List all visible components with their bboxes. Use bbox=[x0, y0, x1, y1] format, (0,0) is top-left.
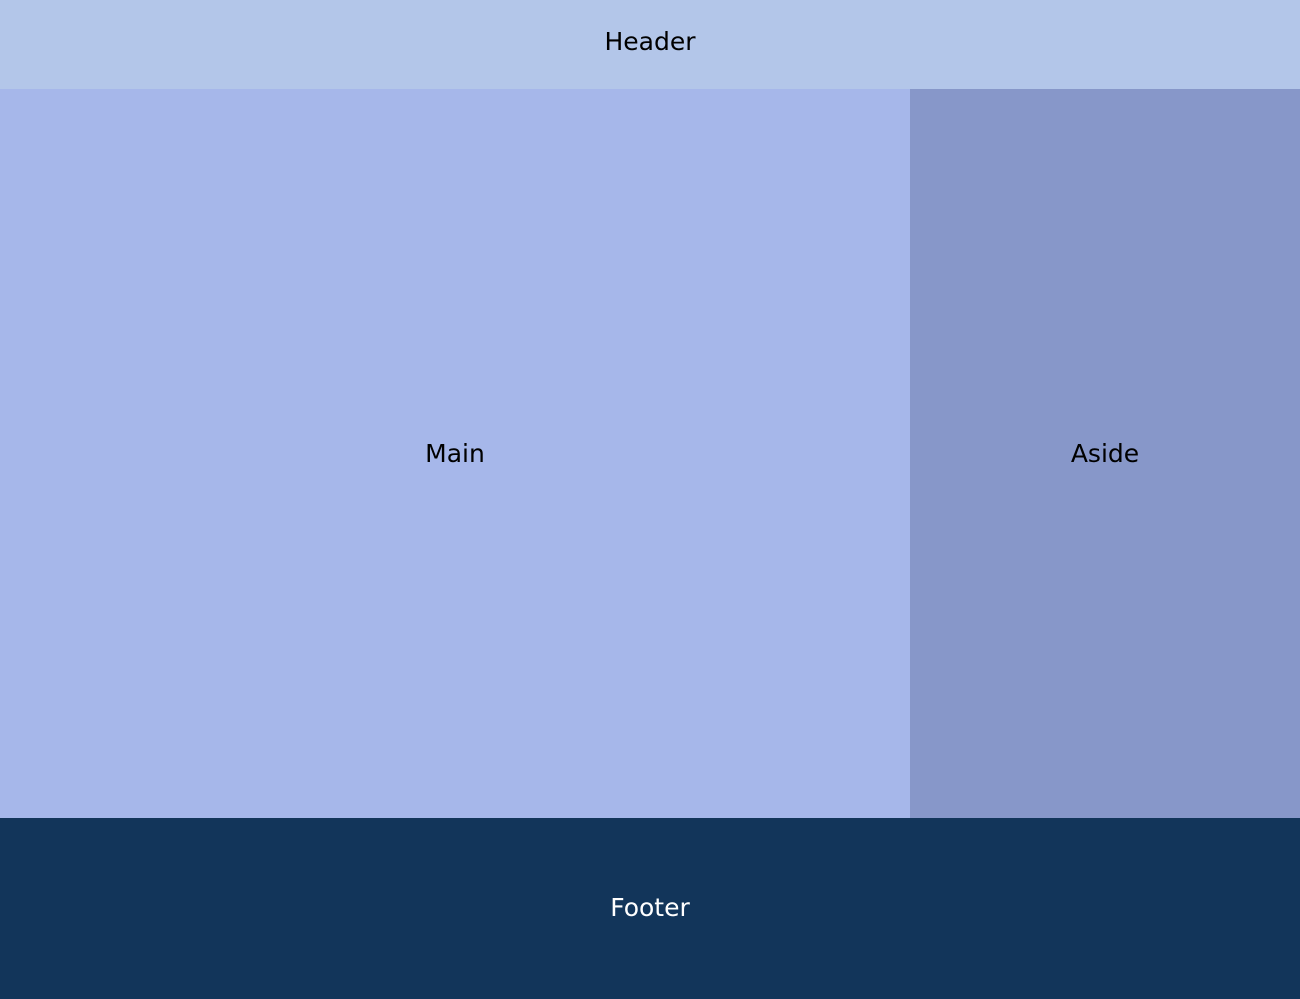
footer-label: Footer bbox=[610, 893, 690, 922]
aside-label: Aside bbox=[1070, 439, 1140, 468]
aside-region: Aside bbox=[910, 89, 1300, 818]
header-region: Header bbox=[0, 0, 1300, 89]
footer-region: Footer bbox=[0, 818, 1300, 999]
header-label: Header bbox=[604, 27, 696, 56]
main-label: Main bbox=[425, 439, 485, 468]
main-region: Main bbox=[0, 89, 910, 818]
